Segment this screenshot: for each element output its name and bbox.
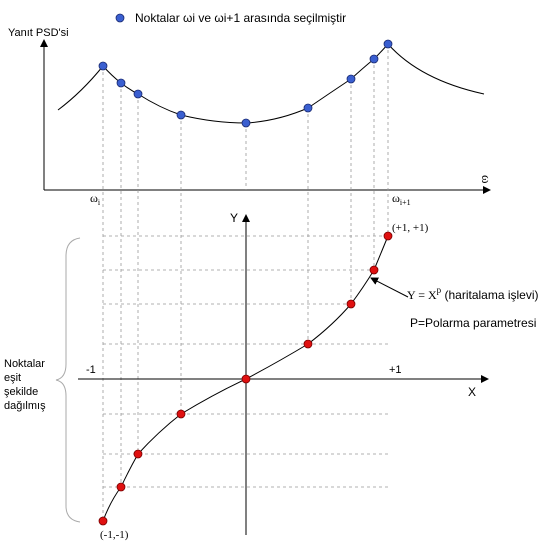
- mapping-point: [176, 409, 186, 419]
- psd-point: [369, 54, 379, 64]
- omega-i-label: ωi: [90, 191, 101, 207]
- legend-text: Noktalar ωi ve ωi+1 arasında seçilmiştir: [135, 11, 346, 25]
- top-x-label: ω: [479, 175, 494, 184]
- vertical-guides: [102, 44, 389, 521]
- bottom-y-label: Y: [230, 211, 238, 225]
- psd-point: [133, 89, 143, 99]
- top-y-label: Yanıt PSD'si: [8, 27, 69, 39]
- minus-one-label: -1: [86, 364, 96, 376]
- left-note-line: dağılmış: [4, 400, 46, 412]
- mapping-point: [369, 265, 379, 275]
- left-note: Noktalar eşit şekilde dağılmış: [4, 358, 48, 412]
- left-note-line: şekilde: [4, 386, 38, 398]
- omega-i1-label: ωi+1: [392, 191, 411, 207]
- mapping-point: [241, 374, 251, 384]
- left-brace: [55, 237, 81, 523]
- psd-point: [241, 118, 251, 128]
- mapping-points: [98, 231, 393, 526]
- psd-points: [98, 39, 393, 128]
- psd-point: [116, 78, 126, 88]
- horizontal-guides: [103, 235, 388, 488]
- mapping-point: [98, 516, 108, 526]
- bottom-x-label: X: [468, 385, 476, 399]
- mapping-point: [346, 299, 356, 309]
- polarization-label: P=Polarma parametresi: [410, 316, 536, 330]
- legend-marker: [115, 13, 125, 23]
- mapping-point: [383, 231, 393, 241]
- psd-point: [383, 39, 393, 49]
- psd-point: [346, 74, 356, 84]
- left-note-line: eşit: [4, 372, 21, 384]
- psd-point: [303, 103, 313, 113]
- psd-point: [98, 61, 108, 71]
- corner-bottom-label: (-1,-1): [100, 529, 129, 541]
- mapping-point: [303, 339, 313, 349]
- plus-one-label: +1: [389, 364, 402, 376]
- mapping-point: [133, 449, 143, 459]
- mapping-arrow: [370, 277, 409, 298]
- left-note-line: Noktalar: [4, 358, 45, 370]
- psd-point: [176, 110, 186, 120]
- corner-top-label: (+1, +1): [392, 222, 429, 234]
- mapping-function-label: Y = Xp (haritalama işlevi): [407, 285, 539, 302]
- mapping-point: [116, 482, 126, 492]
